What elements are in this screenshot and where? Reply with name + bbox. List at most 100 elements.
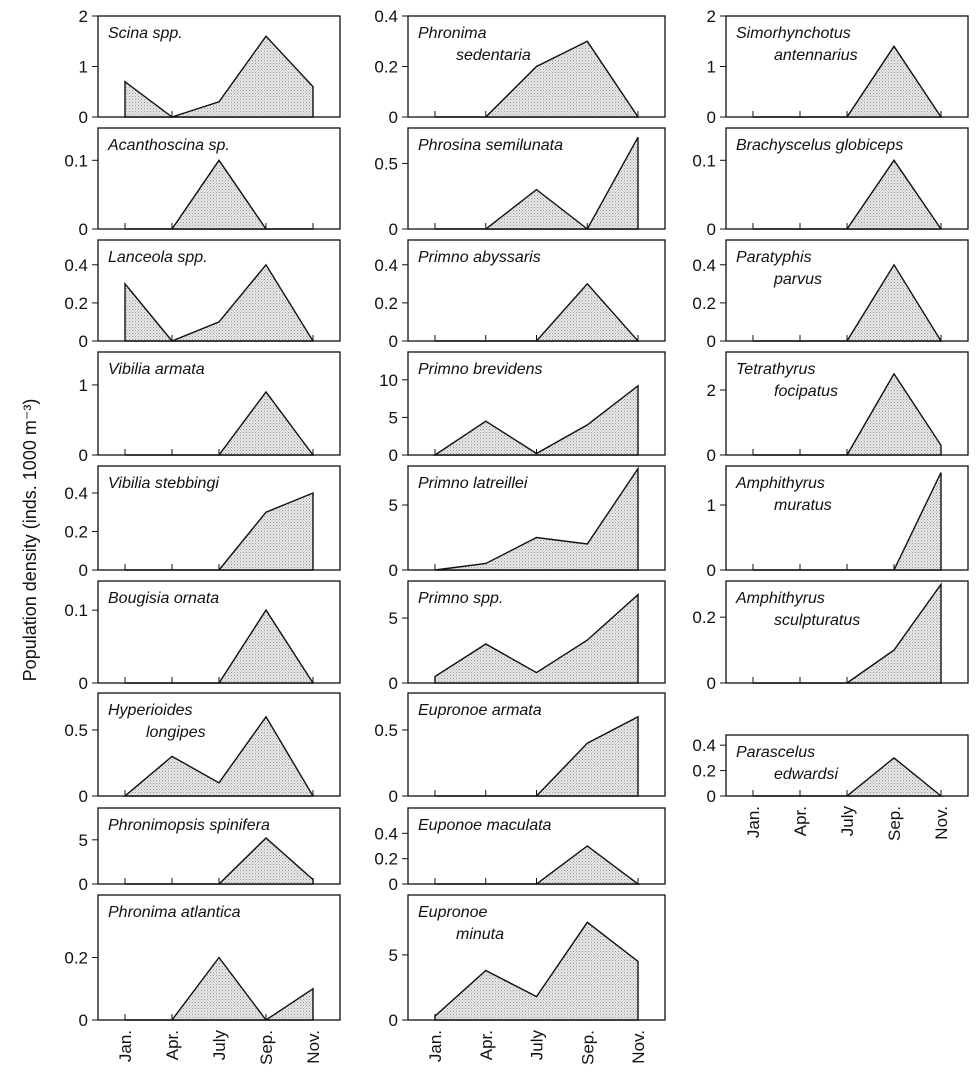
y-tick-label: 0.2: [374, 58, 398, 77]
x-tick-label: Nov.: [932, 806, 951, 840]
density-area: [435, 136, 639, 231]
y-tick-label: 0: [707, 787, 716, 806]
y-tick-label: 0: [79, 674, 88, 693]
x-tick-label: Sep.: [885, 806, 904, 841]
y-tick-label: 0.5: [64, 721, 88, 740]
panel-title: muratus: [774, 497, 832, 514]
density-area: [753, 159, 943, 230]
y-tick-label: 0.2: [692, 294, 716, 313]
y-tick-label: 5: [389, 946, 398, 965]
y-tick-label: 1: [79, 58, 88, 77]
y-tick-label: 5: [389, 496, 398, 515]
y-tick-label: 0: [707, 674, 716, 693]
density-area: [753, 372, 942, 456]
y-tick-label: 0: [79, 1011, 88, 1030]
panel-title: Hyperioides: [108, 702, 192, 719]
panel-title: minuta: [456, 926, 504, 943]
density-area: [435, 715, 639, 797]
panel-title: sedentaria: [456, 47, 531, 64]
y-tick-label: 0.4: [374, 824, 398, 843]
y-tick-label: 0: [707, 332, 716, 351]
y-tick-label: 0: [707, 108, 716, 127]
x-tick-label: July: [528, 1030, 547, 1061]
panel-title: sculpturatus: [774, 612, 860, 629]
y-tick-label: 5: [389, 609, 398, 628]
y-tick-label: 0: [389, 674, 398, 693]
density-area: [123, 715, 315, 797]
y-tick-label: 0.2: [64, 522, 88, 541]
y-tick-label: 0: [389, 561, 398, 580]
y-tick-label: 0.4: [374, 7, 398, 26]
y-tick-label: 2: [79, 7, 88, 26]
y-tick-label: 1: [79, 376, 88, 395]
density-area: [432, 384, 639, 456]
panel-title: antennarius: [774, 47, 858, 64]
y-tick-label: 1: [707, 58, 716, 77]
y-tick-label: 0.4: [374, 256, 398, 275]
y-tick-label: 10: [379, 371, 398, 390]
density-area: [125, 837, 314, 885]
panel-title: Vibilia stebbingi: [108, 475, 219, 492]
panel-title: Primno abyssaris: [418, 249, 541, 266]
y-tick-label: 0: [389, 332, 398, 351]
density-area: [434, 466, 639, 571]
y-tick-label: 0.2: [64, 294, 88, 313]
density-area: [434, 593, 639, 684]
panel-title: Phrosina semilunata: [418, 137, 563, 154]
panel-title: Amphithyrus: [735, 590, 825, 607]
panel-title: Phronimopsis spinifera: [108, 817, 270, 834]
y-tick-label: 0: [389, 446, 398, 465]
density-area: [125, 390, 315, 456]
y-axis-label: Population density (inds. 1000 m⁻³): [20, 399, 40, 682]
y-tick-label: 0.4: [64, 484, 88, 503]
density-area: [124, 263, 315, 342]
panel-title: longipes: [146, 724, 206, 741]
density-area: [435, 40, 640, 118]
x-tick-label: Jan.: [426, 1030, 445, 1062]
y-tick-label: 0: [389, 108, 398, 127]
panel-title: Bougisia ornata: [108, 590, 219, 607]
density-area: [753, 756, 943, 797]
y-tick-label: 5: [79, 831, 88, 850]
x-tick-label: Jan.: [744, 806, 763, 838]
panel-title: Phronima atlantica: [108, 904, 241, 921]
panel-title: Parascelus: [736, 744, 815, 761]
density-area: [124, 35, 314, 118]
density-area: [435, 845, 641, 885]
y-tick-label: 0.4: [692, 256, 716, 275]
density-area: [125, 491, 314, 571]
x-tick-label: Apr.: [477, 1030, 496, 1060]
y-tick-label: 0.5: [374, 721, 398, 740]
panel-title: Scina spp.: [108, 25, 183, 42]
y-tick-label: 0.1: [692, 151, 716, 170]
panel-title: Lanceola spp.: [108, 249, 208, 266]
y-tick-label: 0: [79, 220, 88, 239]
y-tick-label: 0: [79, 108, 88, 127]
y-tick-label: 0: [389, 875, 398, 894]
y-tick-label: 0.1: [64, 151, 88, 170]
x-tick-label: July: [838, 806, 857, 837]
y-tick-label: 0.2: [64, 949, 88, 968]
y-tick-label: 0: [389, 220, 398, 239]
density-area: [434, 921, 639, 1021]
density-area: [125, 956, 314, 1021]
density-area: [753, 263, 943, 342]
panel-title: Phronima: [418, 25, 487, 42]
y-tick-label: 0: [389, 787, 398, 806]
panel-title: Amphithyrus: [735, 475, 825, 492]
panel-title: Paratyphis: [736, 249, 812, 266]
panel-title: Euponoe maculata: [418, 817, 552, 834]
panel-title: Eupronoe: [418, 904, 487, 921]
x-tick-label: Sep.: [578, 1030, 597, 1065]
y-tick-label: 5: [389, 408, 398, 427]
y-tick-label: 2: [707, 381, 716, 400]
density-area: [753, 45, 943, 118]
x-tick-label: Apr.: [791, 806, 810, 836]
panel-title: Brachyscelus globiceps: [736, 137, 903, 154]
panel-title: Simorhynchotus: [736, 25, 851, 42]
density-area: [753, 582, 942, 684]
panel-title: Eupronoe armata: [418, 702, 542, 719]
y-tick-label: 0: [79, 787, 88, 806]
y-tick-label: 0.4: [64, 256, 88, 275]
